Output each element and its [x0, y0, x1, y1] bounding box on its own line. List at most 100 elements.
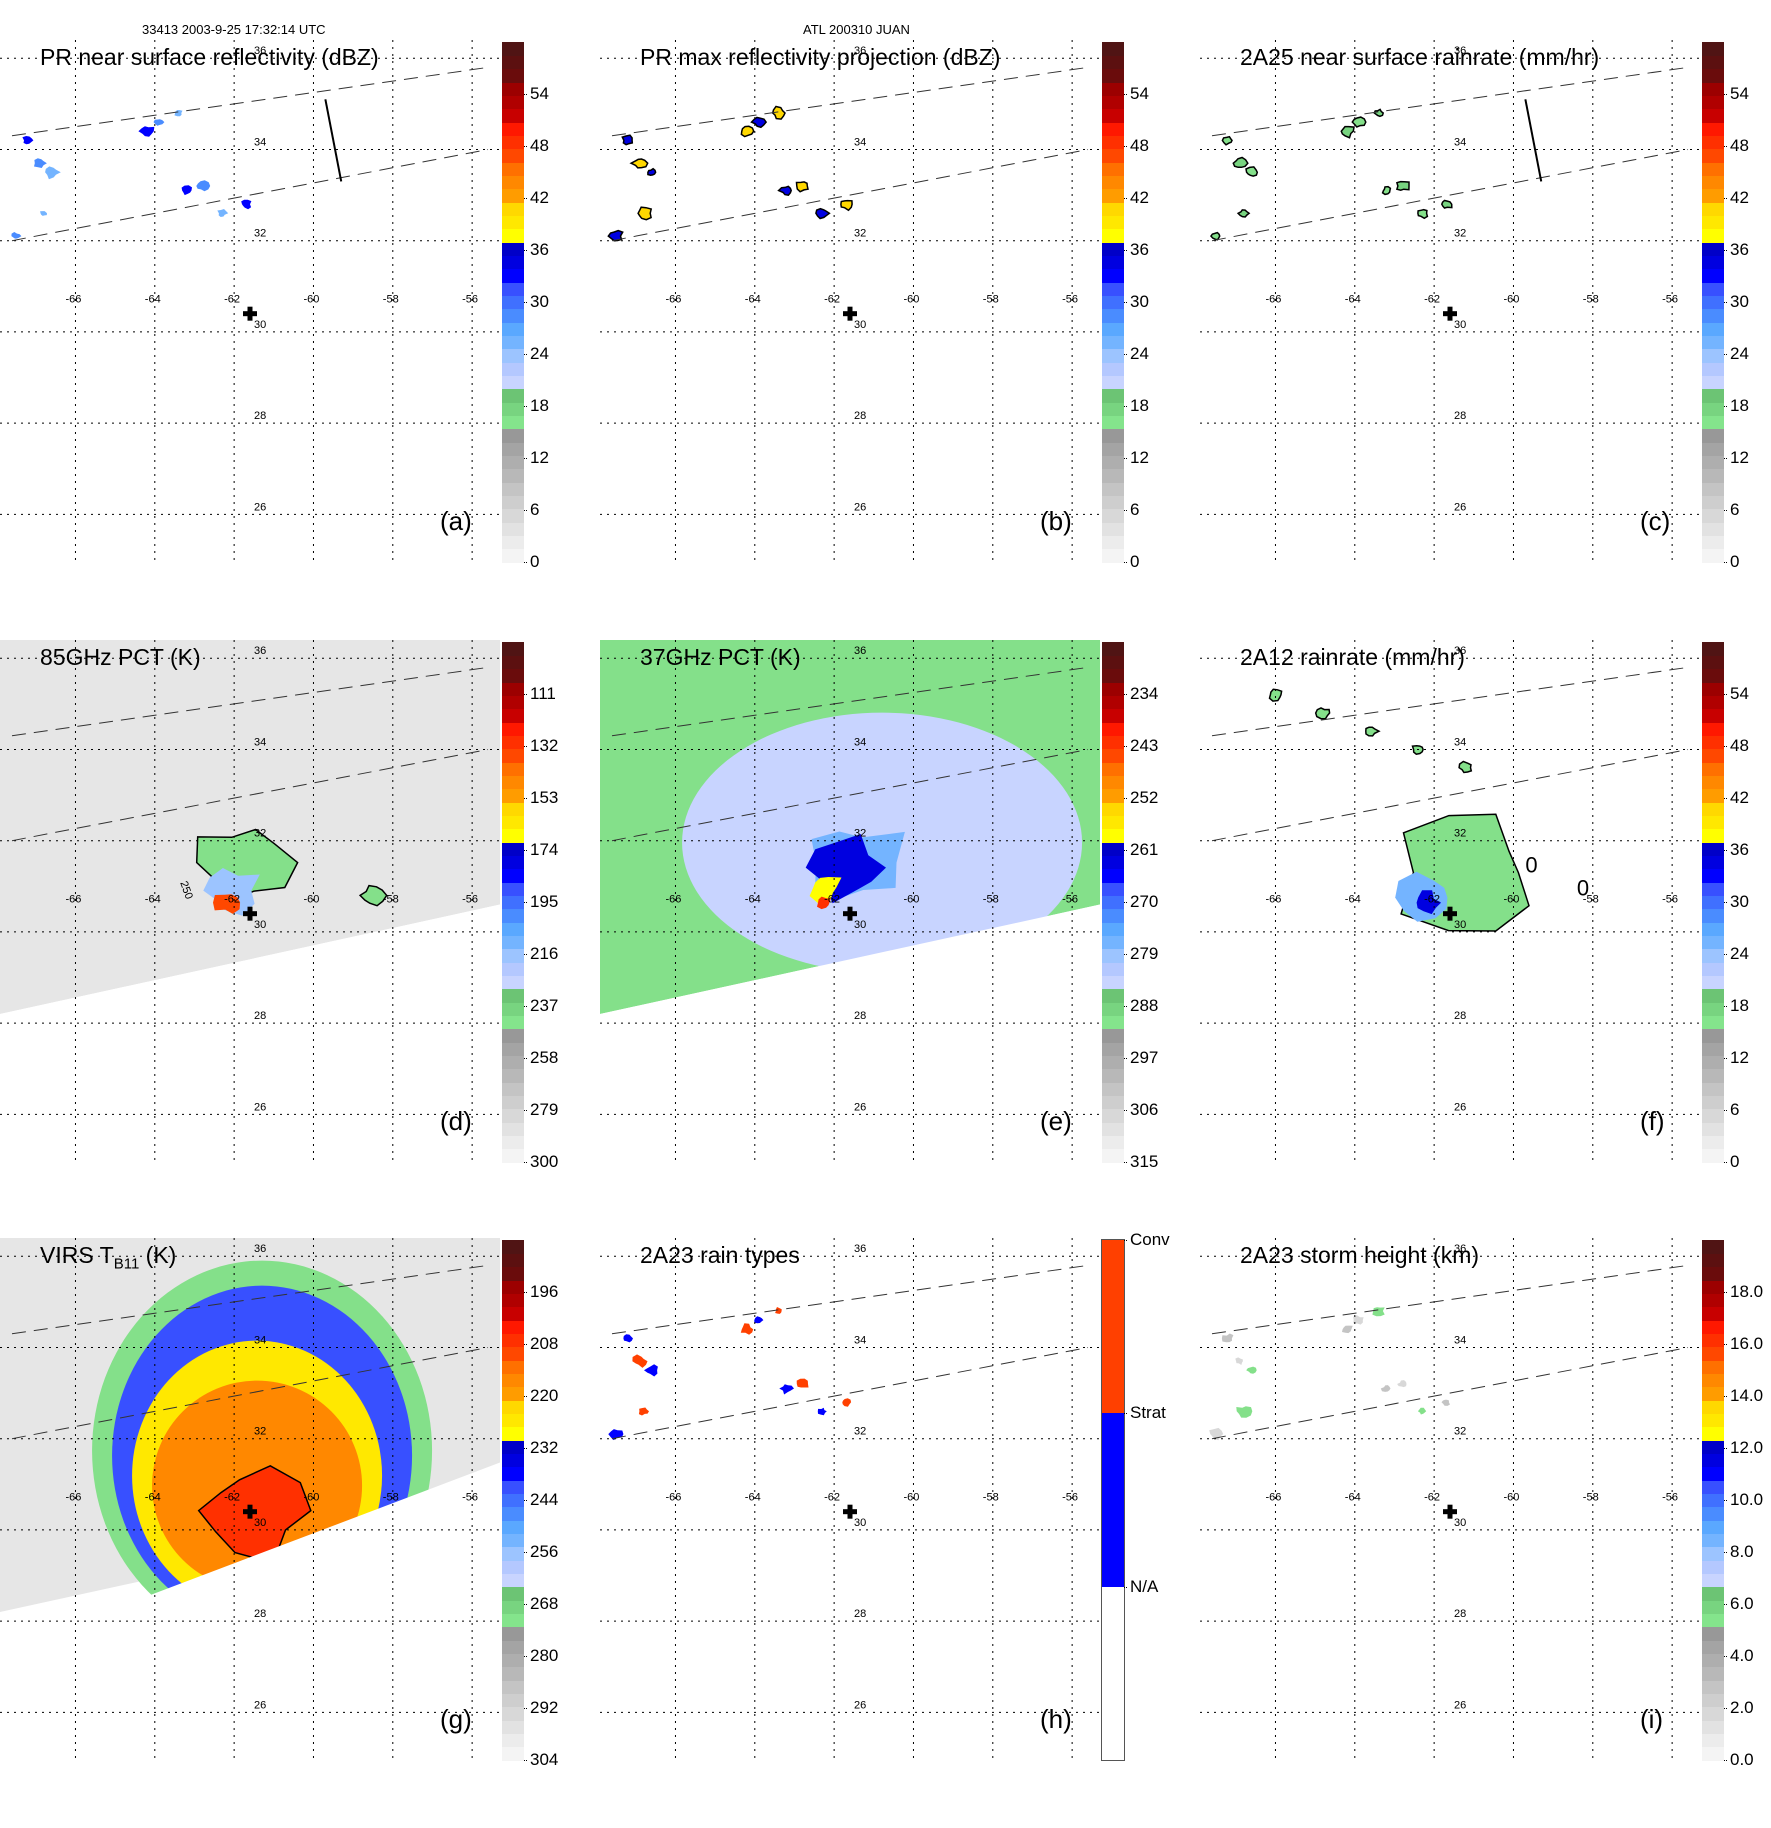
echo-cell [840, 199, 853, 212]
lon-tick-label: -62 [824, 293, 840, 305]
map-plot-i: -66 -64 -62 -60 -58 -56 36 34 32 30 28 26 [1200, 1238, 1700, 1758]
pr-swath-edge [611, 666, 1089, 737]
colorbar-segment [502, 1253, 524, 1268]
colorbar-tick-label: 258 [523, 1048, 559, 1067]
colorbar-segment [1102, 642, 1124, 656]
echo-cell [607, 229, 624, 242]
echo-cell [817, 1407, 827, 1416]
colorbar-segment [502, 1108, 524, 1123]
colorbar-segment [1702, 695, 1724, 710]
colorbar-tick-label: 2.0 [1724, 1698, 1754, 1717]
colorbar-segment [1702, 642, 1724, 656]
colorbar-segment [1702, 1346, 1724, 1361]
lon-tick-label: -60 [303, 293, 319, 305]
lat-tick-label: 26 [1454, 1101, 1466, 1113]
colorbar-segment [1702, 1015, 1724, 1030]
colorbar-segment [1702, 722, 1724, 736]
colorbar-tick-label: 24 [1724, 344, 1749, 363]
panel-label: (i) [1640, 1704, 1664, 1734]
colorbar-tick-label: 195 [523, 892, 559, 911]
colorbar-segment [1102, 922, 1124, 936]
map-canvas: -66 -64 -62 -60 -58 -56 36 34 32 30 28 26 [1200, 1238, 1700, 1758]
panel-title: 37GHz PCT (K) [640, 644, 801, 670]
colorbar-segment [1102, 895, 1124, 910]
colorbar-segment [1702, 202, 1724, 216]
echo-cell [1417, 208, 1429, 220]
colorbar [502, 642, 524, 1163]
colorbar-segment [1702, 668, 1724, 683]
panel-label: (h) [1040, 1704, 1072, 1734]
colorbar-segment [1102, 482, 1124, 496]
colorbar-segment [502, 988, 524, 1003]
colorbar-segment [502, 175, 524, 190]
colorbar-tick-label: 18.0 [1723, 1282, 1764, 1301]
colorbar-segment [1702, 495, 1724, 510]
colorbar-segment [502, 855, 524, 870]
echo-cell [638, 1407, 649, 1416]
colorbar-tick-label: 279 [523, 1100, 559, 1119]
colorbar-segment [1102, 1042, 1124, 1056]
colorbar-segment [502, 1506, 524, 1521]
colorbar-segment [502, 202, 524, 216]
colorbar-segment [502, 1520, 524, 1534]
colorbar-segment [1702, 1533, 1724, 1548]
colorbar-segment [1702, 922, 1724, 936]
colorbar-segment [502, 1122, 524, 1136]
colorbar-segment [1102, 1015, 1124, 1030]
colorbar-segment [1102, 228, 1124, 243]
colorbar-segment [502, 308, 524, 323]
lat-tick-label: 34 [854, 1334, 866, 1346]
colorbar-segment [502, 815, 524, 830]
lon-tick-label: -64 [145, 893, 161, 905]
colorbar-segment [502, 135, 524, 150]
panel-title: VIRS TB11 (K) [40, 1242, 176, 1273]
colorbar-segment [1102, 1055, 1124, 1070]
echo-cell [1245, 166, 1259, 177]
colorbar-segment [502, 255, 524, 270]
colorbar-tick-label: 196 [523, 1282, 559, 1301]
colorbar-segment [1702, 882, 1724, 896]
colorbar-segment [1702, 108, 1724, 123]
colorbar-segment [1702, 1453, 1724, 1468]
colorbar-segment [1702, 935, 1724, 950]
colorbar-segment [1702, 375, 1724, 390]
cross-section-line[interactable] [324, 99, 343, 182]
colorbar-segment [502, 895, 524, 910]
lon-tick-label: -64 [145, 1491, 161, 1503]
colorbar-segment [502, 1135, 524, 1150]
pr-swath-edge [11, 66, 489, 137]
colorbar-segment [502, 842, 524, 856]
colorbar-tick-label: 132 [523, 736, 559, 755]
title-subscript: B11 [113, 1255, 140, 1273]
colorbar-segment [502, 388, 524, 403]
rain-cell [1365, 726, 1381, 737]
colorbar [1702, 642, 1724, 1163]
colorbar-segment [1102, 1082, 1124, 1096]
colorbar-segment [1702, 1520, 1724, 1534]
echo-cell [777, 185, 792, 197]
echo-cell [1232, 156, 1249, 169]
colorbar-segment [1702, 548, 1724, 563]
echo-cell [632, 1354, 648, 1368]
cold-cell [358, 884, 388, 907]
echo-cell [629, 158, 649, 169]
colorbar-tick-label: 54 [1724, 684, 1749, 703]
coldest-pixel [817, 896, 831, 910]
lon-tick-label: -60 [303, 1491, 319, 1503]
colorbar-tick-label: 288 [1123, 996, 1159, 1015]
colorbar-segment [1702, 122, 1724, 136]
colorbar-segment [1102, 95, 1124, 110]
cross-section-line[interactable] [1524, 99, 1543, 182]
lon-tick-label: -60 [903, 893, 919, 905]
colorbar-segment [502, 95, 524, 110]
echo-cell [740, 125, 755, 138]
echo-cell [174, 110, 183, 117]
colorbar-segment [502, 522, 524, 536]
lon-tick-label: -58 [1583, 293, 1599, 305]
colorbar-segment [1702, 802, 1724, 816]
echo-cell [795, 181, 809, 193]
colorbar-segment [1102, 242, 1124, 256]
map-canvas: -66 -64 -62 -60 -58 -56 36 34 32 30 28 26 [600, 1238, 1100, 1758]
lat-tick-label: 30 [854, 1517, 866, 1529]
colorbar-segment [502, 188, 524, 203]
